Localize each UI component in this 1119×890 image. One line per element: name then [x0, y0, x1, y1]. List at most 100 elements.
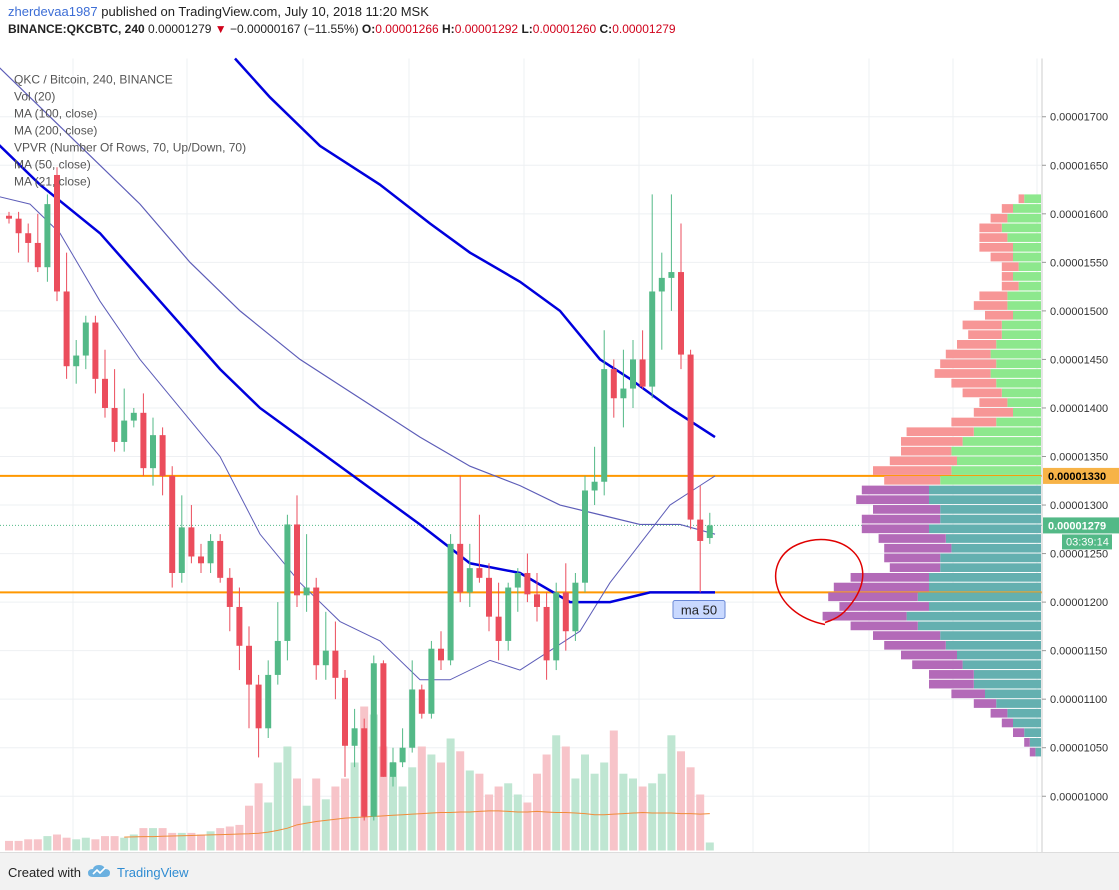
- volume-profile-down: [889, 563, 941, 572]
- candle-body: [34, 242, 41, 268]
- candle-body: [514, 572, 521, 588]
- volume-bar: [629, 778, 637, 851]
- volume-profile-down: [1001, 272, 1013, 281]
- price-chart[interactable]: ma 50 QKC / Bitcoin, 240, BINANCE Vol (20…: [0, 40, 1119, 889]
- candle-body: [140, 412, 147, 469]
- hand-drawn-circle: [775, 538, 864, 626]
- ma-50-line: [234, 57, 716, 439]
- candle-body: [63, 291, 70, 367]
- candle-body: [159, 435, 166, 476]
- candle-body: [658, 277, 665, 292]
- hline-price-label-bg: [1043, 467, 1119, 484]
- volume-profile-up: [1035, 747, 1041, 757]
- volume-profile-down: [861, 524, 929, 534]
- volume-profile-down: [979, 242, 1013, 252]
- volume-profile-down: [878, 534, 946, 543]
- candle-body: [668, 272, 675, 278]
- volume-profile-up: [1024, 728, 1041, 738]
- price-tick-label: 0.00001400: [1050, 403, 1108, 415]
- ma-21-line: [0, 196, 716, 681]
- volume-bar: [609, 730, 618, 851]
- volume-profile-up: [962, 437, 1041, 446]
- candle-body: [534, 594, 540, 607]
- volume-profile-down: [957, 340, 997, 349]
- volume-profile-down: [1024, 738, 1030, 747]
- volume-bar: [696, 794, 705, 851]
- candle-body: [92, 322, 99, 379]
- tradingview-cloud-icon[interactable]: [87, 863, 111, 879]
- volume-bar: [168, 832, 177, 851]
- volume-profile-up: [940, 563, 1041, 572]
- volume-bar: [571, 778, 580, 851]
- candle-body: [390, 762, 396, 777]
- down-arrow-icon: ▼: [214, 22, 227, 36]
- volume-profile-up: [1024, 194, 1041, 204]
- volume-bar: [648, 783, 657, 851]
- volume-profile-down: [856, 495, 929, 505]
- candle-body: [380, 663, 387, 777]
- price-axis: 0.00001000 0.00001050 0.00001100 0.00001150…: [1041, 58, 1119, 855]
- volume-bar: [283, 746, 292, 851]
- author-link[interactable]: zherdevaa1987: [8, 4, 98, 19]
- volume-profile-up: [1001, 223, 1041, 233]
- tradingview-brand[interactable]: TradingView: [117, 865, 189, 880]
- legend-item: VPVR (Number Of Rows, 70, Up/Down, 70): [14, 141, 246, 155]
- volume-profile-down: [1001, 262, 1019, 272]
- volume-profile-up: [1013, 242, 1041, 252]
- volume-profile-up: [917, 592, 1041, 602]
- candle-body: [697, 519, 704, 541]
- candle-body: [428, 648, 435, 714]
- candle-body: [217, 540, 224, 578]
- volume-profile-down: [884, 640, 946, 650]
- legend-item: MA (200, close): [14, 124, 97, 138]
- candle-body: [130, 412, 137, 421]
- candle-body: [274, 640, 281, 675]
- volume-profile-up: [996, 417, 1041, 427]
- candle-body: [246, 645, 252, 685]
- high-value: 0.00001292: [454, 22, 519, 36]
- candle-body: [294, 524, 300, 596]
- volume-bar: [600, 762, 609, 851]
- volume-profile-down: [884, 553, 941, 563]
- volume-profile-down: [940, 359, 997, 369]
- volume-profile-up: [1007, 301, 1041, 310]
- candle-body: [630, 359, 636, 389]
- candle-body: [198, 556, 204, 564]
- close-value: 0.00001279: [612, 22, 676, 36]
- volume-bar: [235, 824, 244, 851]
- candle-body: [687, 354, 694, 520]
- volume-profile-down: [979, 233, 1008, 242]
- volume-profile-up: [1018, 262, 1041, 272]
- volume-bar: [197, 834, 205, 851]
- volume-profile-down: [962, 388, 1002, 398]
- volume-profile-down: [839, 602, 929, 611]
- candle-body: [678, 272, 684, 355]
- ma-200-line: [0, 67, 716, 535]
- header-bar: zherdevaa1987 published on TradingView.c…: [0, 0, 1119, 40]
- candle-body: [572, 582, 579, 632]
- candle-body: [342, 677, 348, 746]
- volume-bar: [475, 773, 484, 851]
- volume-bar: [245, 805, 253, 851]
- volume-bar: [120, 837, 129, 851]
- candle-body: [82, 322, 89, 356]
- legend-item: MA (21, close): [14, 175, 91, 189]
- volume-profile-down: [951, 417, 997, 427]
- legend-item: QKC / Bitcoin, 240, BINANCE: [14, 73, 173, 87]
- volume-profile-up: [1007, 708, 1041, 718]
- volume-bar: [24, 839, 33, 851]
- open-value: 0.00001266: [375, 22, 439, 36]
- volume-profile-down: [901, 650, 957, 660]
- volume-bar: [667, 735, 676, 851]
- volume-profile-up: [957, 456, 1041, 466]
- volume-profile-up: [1029, 738, 1041, 747]
- volume-bar: [139, 828, 148, 851]
- last-price: 0.00001279: [148, 22, 212, 36]
- candle-body: [303, 587, 310, 596]
- low-label: L:: [521, 22, 533, 36]
- volume-bar: [446, 738, 455, 851]
- volume-bar: [177, 832, 186, 851]
- volume-profile-up: [996, 340, 1041, 349]
- volume-bar: [504, 783, 513, 851]
- volume-bar: [254, 783, 263, 851]
